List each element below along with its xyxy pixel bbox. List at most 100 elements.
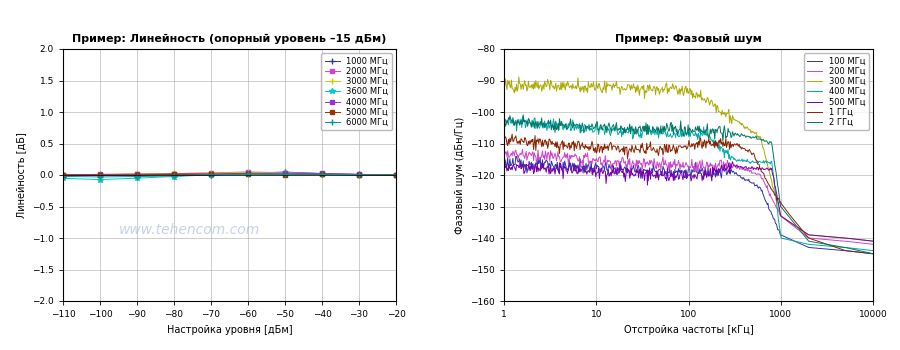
200 МГц <box>518 147 528 152</box>
1000 МГц <box>243 171 254 175</box>
1000 МГц <box>168 173 179 177</box>
200 МГц <box>499 149 509 153</box>
200 МГц <box>719 165 730 169</box>
6000 МГц <box>131 174 142 179</box>
3600 МГц <box>354 173 364 177</box>
400 МГц <box>699 133 710 137</box>
Line: 6000 МГц: 6000 МГц <box>59 170 400 180</box>
5000 МГц <box>280 173 291 177</box>
Legend: 100 МГц, 200 МГц, 300 МГц, 400 МГц, 500 МГц, 1 ГГц, 2 ГГц: 100 МГц, 200 МГц, 300 МГц, 400 МГц, 500 … <box>804 53 868 130</box>
6000 МГц <box>243 172 254 176</box>
Line: 1 ГГц: 1 ГГц <box>504 134 873 254</box>
3000 МГц <box>131 172 142 176</box>
3000 МГц <box>205 171 216 175</box>
5000 МГц <box>168 172 179 176</box>
100 МГц <box>860 251 870 255</box>
300 МГц <box>860 238 870 242</box>
3000 МГц <box>58 173 68 177</box>
5000 МГц <box>354 173 364 177</box>
400 МГц <box>499 122 509 126</box>
3000 МГц <box>391 173 401 177</box>
2000 МГц <box>243 170 254 174</box>
3600 МГц <box>94 177 105 182</box>
100 МГц <box>677 169 688 173</box>
2000 МГц <box>354 173 364 177</box>
100 МГц <box>510 154 521 159</box>
500 МГц <box>860 238 870 242</box>
1 ГГц <box>719 143 730 147</box>
3000 МГц <box>280 171 291 175</box>
1 ГГц <box>507 132 517 137</box>
3600 МГц <box>205 173 216 177</box>
Line: 5000 МГц: 5000 МГц <box>61 172 398 177</box>
1000 МГц <box>280 170 291 174</box>
2 ГГц <box>860 250 870 254</box>
X-axis label: Отстройка частоты [кГц]: Отстройка частоты [кГц] <box>624 324 753 335</box>
200 МГц <box>860 241 870 245</box>
400 МГц <box>675 134 686 138</box>
3000 МГц <box>168 172 179 176</box>
3000 МГц <box>94 172 105 176</box>
1000 МГц <box>94 173 105 177</box>
Line: 200 МГц: 200 МГц <box>504 149 873 244</box>
2 ГГц <box>505 114 516 118</box>
2 ГГц <box>677 127 688 132</box>
Legend: 1000 МГц, 2000 МГц, 3000 МГц, 3600 МГц, 4000 МГц, 5000 МГц, 6000 МГц: 1000 МГц, 2000 МГц, 3000 МГц, 3600 МГц, … <box>321 53 392 130</box>
400 МГц <box>719 155 730 160</box>
4000 МГц <box>168 172 179 176</box>
Line: 1000 МГц: 1000 МГц <box>59 169 400 178</box>
4000 МГц <box>354 172 364 176</box>
Line: 300 МГц: 300 МГц <box>504 77 873 241</box>
1 ГГц <box>802 234 813 238</box>
6000 МГц <box>94 175 105 179</box>
4000 МГц <box>391 173 401 177</box>
Line: 3600 МГц: 3600 МГц <box>60 170 399 182</box>
Line: 400 МГц: 400 МГц <box>504 115 873 251</box>
4000 МГц <box>131 172 142 176</box>
3600 МГц <box>131 176 142 180</box>
1 ГГц <box>677 145 688 149</box>
200 МГц <box>699 166 710 170</box>
5000 МГц <box>205 172 216 176</box>
1000 МГц <box>354 173 364 177</box>
2000 МГц <box>391 173 401 177</box>
1 ГГц <box>868 252 878 256</box>
Line: 2000 МГц: 2000 МГц <box>61 170 398 177</box>
1 ГГц <box>499 138 509 142</box>
Y-axis label: Линейность [дБ]: Линейность [дБ] <box>16 132 26 218</box>
300 МГц <box>675 92 686 97</box>
1000 МГц <box>205 173 216 177</box>
1 ГГц <box>699 138 710 142</box>
4000 МГц <box>94 172 105 176</box>
300 МГц <box>513 75 524 79</box>
Line: 100 МГц: 100 МГц <box>504 156 873 254</box>
2 ГГц <box>802 237 813 241</box>
400 МГц <box>868 248 878 253</box>
1000 МГц <box>317 172 328 176</box>
200 МГц <box>868 242 878 246</box>
3000 МГц <box>243 170 254 175</box>
2 ГГц <box>499 114 509 118</box>
100 МГц <box>699 174 710 178</box>
2000 МГц <box>58 173 68 177</box>
3600 МГц <box>168 174 179 179</box>
3600 МГц <box>243 172 254 176</box>
2000 МГц <box>317 172 328 176</box>
2 ГГц <box>675 127 686 131</box>
100 МГц <box>675 168 686 172</box>
4000 МГц <box>317 172 328 176</box>
200 МГц <box>802 235 813 239</box>
Title: Пример: Линейность (опорный уровень –15 дБм): Пример: Линейность (опорный уровень –15 … <box>72 34 387 44</box>
400 МГц <box>860 247 870 252</box>
100 МГц <box>868 252 878 256</box>
400 МГц <box>518 113 528 117</box>
500 МГц <box>719 162 730 167</box>
2 ГГц <box>868 252 878 256</box>
500 МГц <box>868 239 878 243</box>
Y-axis label: Фазовый шум (дБн/Гц): Фазовый шум (дБн/Гц) <box>454 116 464 234</box>
5000 МГц <box>94 173 105 177</box>
4000 МГц <box>243 171 254 175</box>
6000 МГц <box>354 173 364 177</box>
500 МГц <box>699 169 710 173</box>
Title: Пример: Фазовый шум: Пример: Фазовый шум <box>615 34 762 44</box>
